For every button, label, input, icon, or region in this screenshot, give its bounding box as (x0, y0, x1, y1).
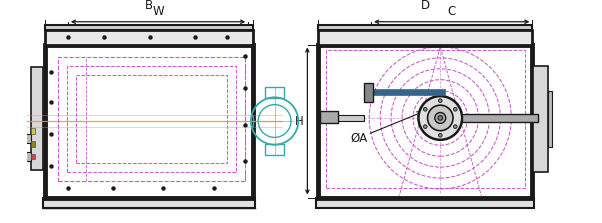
Circle shape (423, 107, 427, 111)
Bar (318, 30, 532, 45)
Bar (31, 154, 35, 159)
Bar (368, 90, 445, 95)
Bar (326, 50, 525, 188)
Bar (43, 198, 255, 209)
Bar (58, 57, 246, 181)
Circle shape (438, 99, 442, 103)
Circle shape (435, 112, 445, 123)
Text: B: B (145, 0, 153, 12)
Bar (318, 25, 532, 30)
Circle shape (418, 96, 462, 140)
Text: W: W (152, 5, 164, 18)
Bar (45, 45, 253, 198)
Bar (364, 83, 373, 101)
Text: C: C (447, 5, 456, 18)
Bar (23, 134, 31, 143)
Circle shape (453, 125, 457, 128)
Text: H: H (295, 114, 304, 128)
Bar (45, 30, 253, 45)
Bar (320, 111, 338, 123)
Bar (462, 114, 538, 122)
Bar (76, 75, 227, 163)
Bar (67, 66, 237, 172)
Circle shape (427, 105, 453, 131)
Text: D: D (421, 0, 430, 12)
Circle shape (453, 107, 457, 111)
Bar (31, 141, 35, 147)
Bar (265, 87, 284, 98)
Bar (45, 25, 253, 30)
Circle shape (423, 125, 427, 128)
Bar (23, 152, 31, 161)
Bar (548, 91, 552, 147)
Bar (31, 67, 43, 170)
Bar (31, 128, 35, 134)
Bar (318, 45, 532, 198)
Bar (265, 144, 284, 155)
Circle shape (438, 116, 442, 120)
Bar (251, 116, 253, 126)
Text: ØA: ØA (350, 112, 422, 145)
Bar (327, 115, 364, 121)
Bar (317, 198, 534, 209)
Circle shape (438, 133, 442, 137)
Bar (533, 66, 548, 172)
